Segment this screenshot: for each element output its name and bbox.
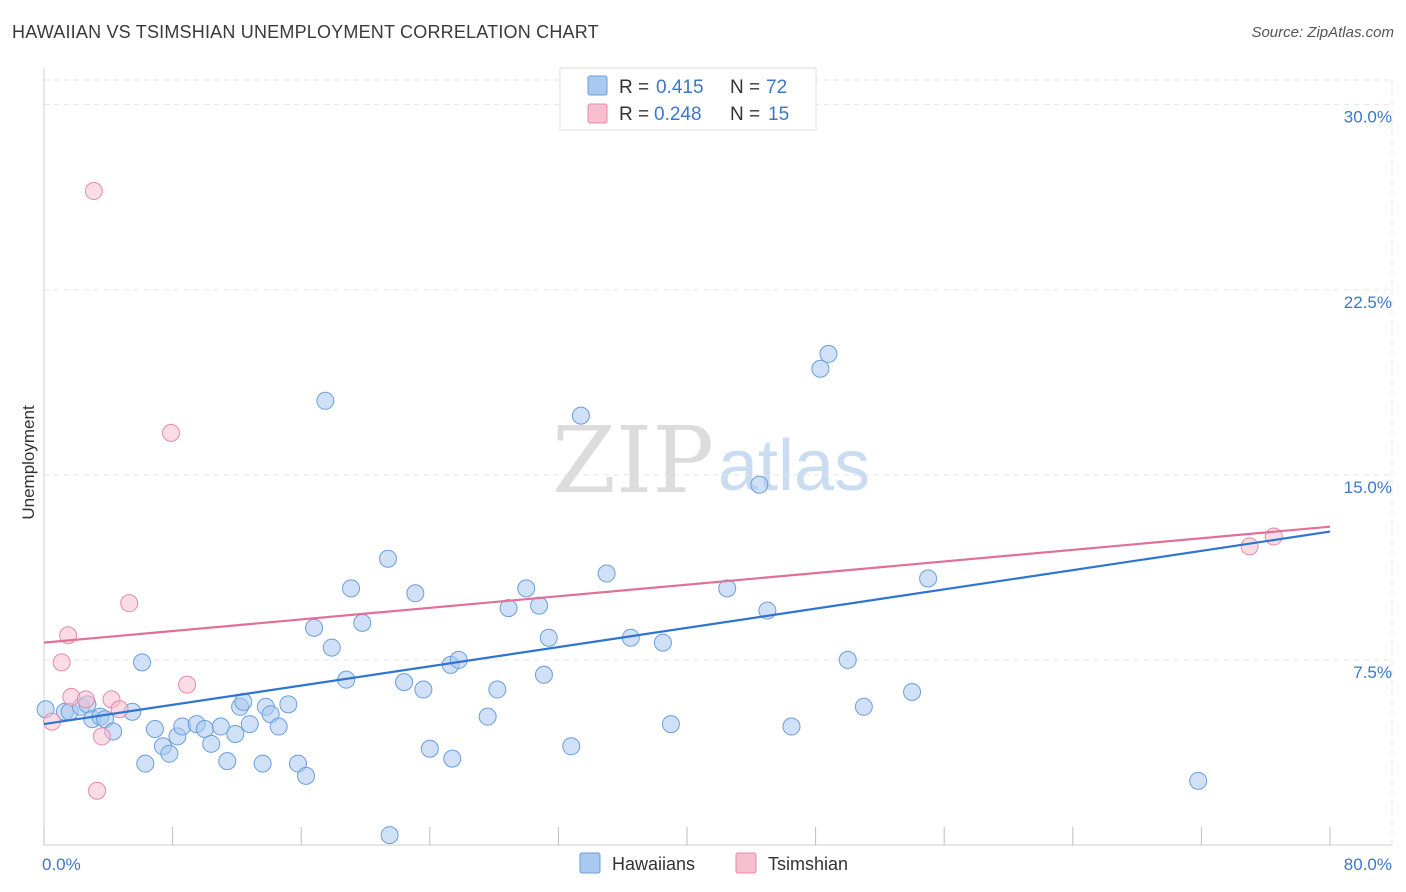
legend-swatch-hawaiians — [587, 75, 608, 96]
point-hawaiians — [499, 599, 518, 618]
legend-r-label-tsimshian: R = — [619, 104, 649, 125]
point-hawaiians — [819, 344, 838, 363]
point-hawaiians — [653, 633, 672, 652]
point-tsimshian — [1240, 537, 1259, 556]
point-hawaiians — [342, 579, 361, 598]
series-legend: Hawaiians Tsimshian — [579, 852, 848, 874]
point-hawaiians — [539, 628, 558, 647]
point-hawaiians — [718, 579, 737, 598]
y-tick-label: 15.0% — [1344, 478, 1392, 497]
point-hawaiians — [322, 638, 341, 657]
point-tsimshian — [88, 781, 107, 800]
point-hawaiians — [305, 618, 324, 637]
stats-legend: R = 0.415 N = 72 R = 0.248 N = 15 — [559, 67, 817, 131]
trend-line-tsimshian — [43, 525, 1331, 644]
point-hawaiians — [571, 406, 590, 425]
y-tick-label: 7.5% — [1353, 663, 1392, 682]
legend-r-label-hawaiians: R = — [619, 77, 649, 98]
y-tick-labels: 7.5% 15.0% 22.5% 30.0% — [1344, 108, 1392, 682]
point-hawaiians — [449, 650, 468, 669]
point-hawaiians — [1189, 771, 1208, 790]
point-tsimshian — [76, 690, 95, 709]
series-legend-swatch-hawaiians — [579, 852, 601, 874]
point-hawaiians — [661, 715, 680, 734]
series-legend-label-hawaiians: Hawaiians — [612, 854, 695, 874]
chart-title: HAWAIIAN VS TSIMSHIAN UNEMPLOYMENT CORRE… — [12, 22, 599, 42]
point-hawaiians — [145, 720, 164, 739]
point-hawaiians — [297, 766, 316, 785]
trend-line-hawaiians — [43, 530, 1331, 726]
source-credit: Source: ZipAtlas.com — [1251, 24, 1394, 41]
point-hawaiians — [750, 475, 769, 494]
point-hawaiians — [226, 724, 245, 743]
point-hawaiians — [517, 579, 536, 598]
point-hawaiians — [395, 673, 414, 692]
x-tick-label: 80.0% — [1344, 855, 1392, 874]
point-hawaiians — [279, 695, 298, 714]
legend-r-value-tsimshian: 0.248 — [654, 104, 702, 125]
point-hawaiians — [202, 734, 221, 753]
point-hawaiians — [443, 749, 462, 768]
point-hawaiians — [160, 744, 179, 763]
legend-swatch-tsimshian — [587, 103, 608, 124]
point-hawaiians — [218, 752, 237, 771]
point-hawaiians — [534, 665, 553, 684]
watermark-zip: ZIP — [552, 407, 714, 514]
point-hawaiians — [414, 680, 433, 699]
point-tsimshian — [110, 700, 129, 719]
point-hawaiians — [136, 754, 155, 773]
point-hawaiians — [133, 653, 152, 672]
point-hawaiians — [240, 715, 259, 734]
point-tsimshian — [178, 675, 197, 694]
point-hawaiians — [919, 569, 938, 588]
legend-n-value-tsimshian: 15 — [768, 104, 789, 125]
point-hawaiians — [253, 754, 272, 773]
point-hawaiians — [420, 739, 439, 758]
legend-n-value-hawaiians: 72 — [766, 77, 787, 98]
point-tsimshian — [92, 727, 111, 746]
point-hawaiians — [211, 717, 230, 736]
point-hawaiians — [854, 697, 873, 716]
point-hawaiians — [903, 683, 922, 701]
point-hawaiians — [811, 359, 830, 378]
data-points — [36, 182, 1283, 845]
point-hawaiians — [562, 737, 581, 756]
x-tick-labels: 0.0% 80.0% — [42, 855, 1392, 874]
point-tsimshian — [161, 423, 180, 442]
point-hawaiians — [269, 717, 288, 736]
y-tick-label: 30.0% — [1344, 108, 1392, 127]
point-hawaiians — [353, 613, 372, 632]
point-tsimshian — [120, 594, 139, 613]
point-hawaiians — [379, 549, 398, 568]
point-hawaiians — [597, 564, 616, 583]
legend-n-label-hawaiians: N = — [730, 77, 760, 98]
y-tick-label: 22.5% — [1344, 293, 1392, 312]
point-hawaiians — [838, 650, 857, 669]
legend-n-label-tsimshian: N = — [730, 104, 760, 125]
point-hawaiians — [530, 596, 549, 615]
point-tsimshian — [52, 653, 71, 672]
point-hawaiians — [782, 717, 801, 736]
point-hawaiians — [406, 584, 425, 603]
watermark-atlas: atlas — [718, 426, 870, 506]
x-tick-label: 0.0% — [42, 855, 81, 874]
legend-r-value-hawaiians: 0.415 — [656, 77, 704, 98]
point-tsimshian — [84, 182, 103, 201]
point-hawaiians — [478, 707, 497, 726]
point-hawaiians — [380, 826, 399, 845]
point-hawaiians — [316, 391, 335, 410]
series-legend-swatch-tsimshian — [735, 852, 757, 874]
y-axis-label: Unemployment — [19, 405, 38, 520]
trend-lines — [43, 525, 1331, 726]
point-hawaiians — [488, 680, 507, 699]
series-legend-label-tsimshian: Tsimshian — [768, 854, 848, 874]
watermark: ZIP atlas — [552, 407, 870, 514]
